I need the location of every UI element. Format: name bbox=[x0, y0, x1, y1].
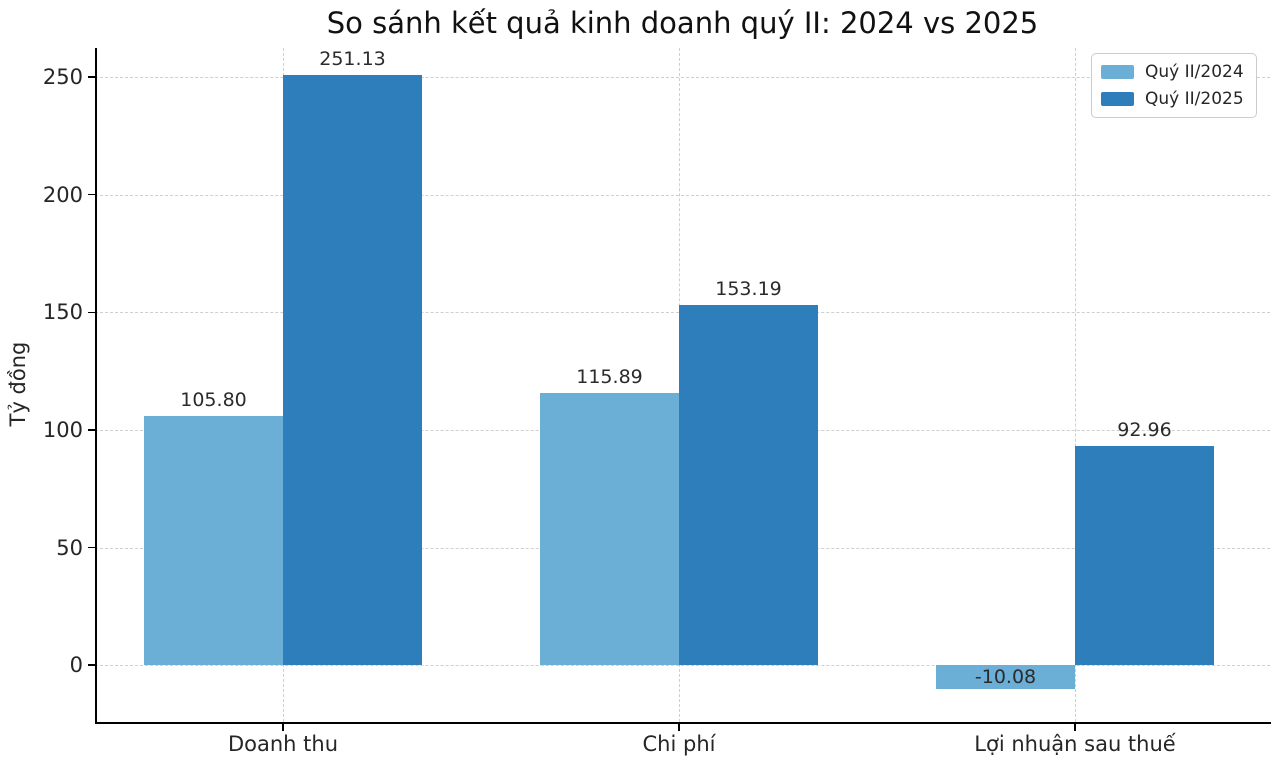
x-tick-mark bbox=[678, 723, 680, 731]
legend-swatch-icon bbox=[1101, 65, 1134, 79]
bar-qu-ii-2025-0 bbox=[283, 74, 422, 666]
bar-qu-ii-2025-2 bbox=[1075, 446, 1214, 666]
y-tick-mark bbox=[88, 429, 95, 431]
x-tick-mark bbox=[282, 723, 284, 731]
bar-value-label: 92.96 bbox=[1117, 419, 1172, 442]
x-tick-label: Lợi nhuận sau thuế bbox=[974, 732, 1176, 756]
legend-label: Quý II/2025 bbox=[1145, 89, 1244, 109]
legend-swatch-icon bbox=[1101, 92, 1134, 106]
bar-value-label: 153.19 bbox=[715, 277, 782, 300]
bar-value-label: 105.80 bbox=[180, 389, 247, 412]
y-tick-mark bbox=[88, 76, 95, 78]
horizontal-gridline bbox=[95, 77, 1270, 79]
x-tick-label: Doanh thu bbox=[227, 732, 339, 756]
vertical-gridline bbox=[1075, 48, 1076, 722]
y-tick-label: 200 bbox=[42, 182, 83, 207]
y-tick-label: 250 bbox=[42, 65, 83, 90]
horizontal-gridline bbox=[95, 194, 1270, 196]
y-tick-mark bbox=[88, 311, 95, 314]
legend-item: Quý II/2025 bbox=[1101, 89, 1244, 109]
y-tick-label: 0 bbox=[69, 653, 83, 678]
legend: Quý II/2024 Quý II/2025 bbox=[1091, 53, 1257, 118]
y-tick-label: 150 bbox=[42, 300, 83, 325]
y-tick-mark bbox=[88, 194, 95, 196]
bar-qu-ii-2025-1 bbox=[679, 304, 818, 666]
left-spine bbox=[95, 48, 97, 723]
bar-value-label: -10.08 bbox=[974, 666, 1037, 689]
bar-value-label: 115.89 bbox=[576, 365, 643, 388]
y-tick-label: 50 bbox=[56, 535, 83, 560]
x-tick-label: Chi phí bbox=[642, 732, 716, 756]
x-tick-mark bbox=[1074, 723, 1076, 731]
y-tick-mark bbox=[88, 664, 95, 666]
bar-value-label: 251.13 bbox=[319, 47, 386, 70]
y-tick-mark bbox=[88, 546, 95, 549]
chart-title: So sánh kết quả kinh doanh quý II: 2024 … bbox=[326, 6, 1039, 40]
bar-qu-ii-2024-2 bbox=[936, 665, 1075, 689]
bar-qu-ii-2024-0 bbox=[144, 416, 283, 666]
legend-label: Quý II/2024 bbox=[1145, 62, 1244, 82]
bar-qu-ii-2024-1 bbox=[540, 392, 679, 666]
horizontal-gridline bbox=[95, 665, 1270, 667]
bottom-spine bbox=[95, 722, 1271, 724]
y-tick-label: 100 bbox=[42, 417, 83, 442]
legend-item: Quý II/2024 bbox=[1101, 62, 1244, 82]
